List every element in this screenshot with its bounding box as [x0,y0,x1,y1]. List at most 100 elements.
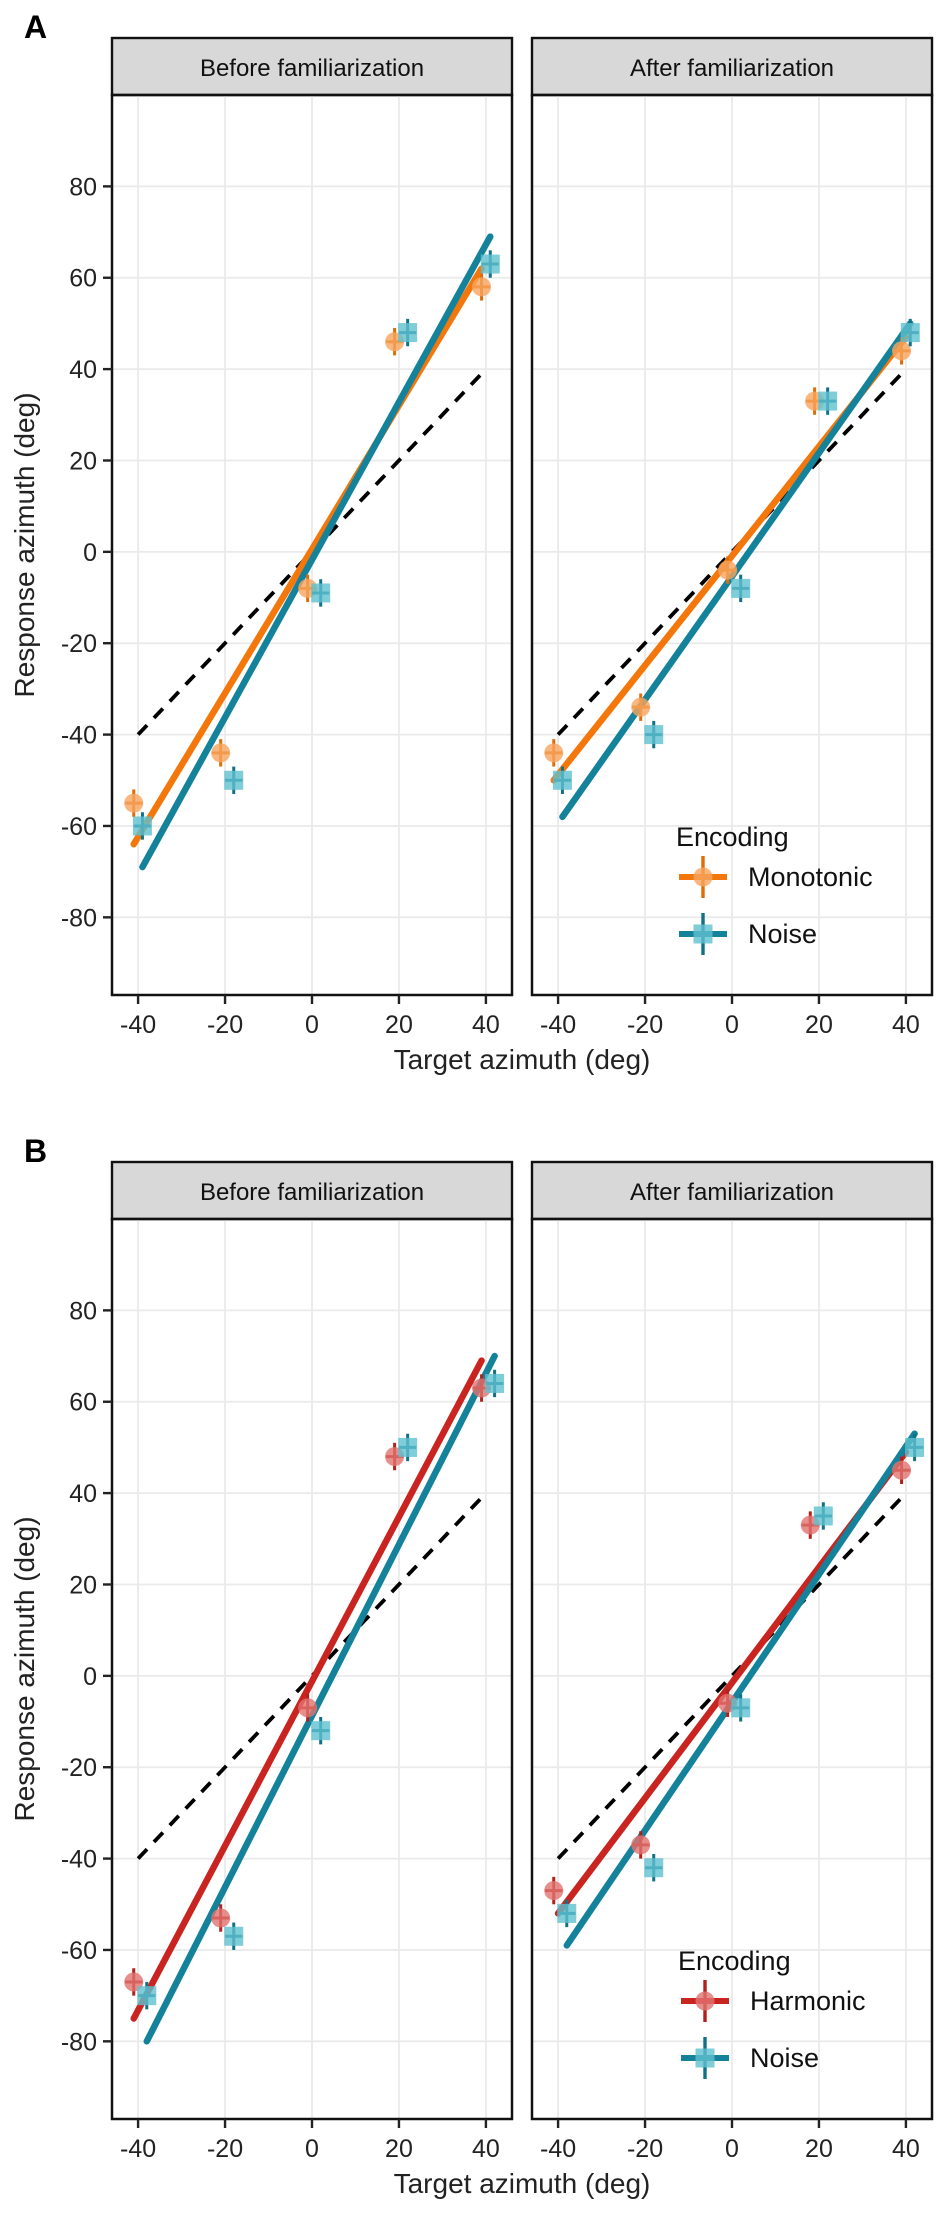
facet-strip-label: After familiarization [630,1179,834,1206]
legend-marker-square [695,2048,715,2068]
x-tick-label: -40 [120,2135,156,2163]
data-point-noise [224,770,244,790]
x-tick-label: 40 [472,2135,500,2163]
x-tick-label: 40 [472,1011,500,1039]
x-tick-label: 0 [725,1011,739,1039]
data-point-noise [813,1506,833,1526]
data-point-noise [731,578,751,598]
data-point-noise [398,1437,418,1457]
data-point-noise [311,583,331,603]
facet-strip [530,1160,934,1221]
x-tick-label: 20 [805,1011,833,1039]
data-point-monotonic [631,697,651,717]
y-axis-title: Response azimuth (deg) [9,1516,40,1821]
fit-line-harmonic [130,1357,485,2022]
y-tick-label: -80 [61,2028,97,2056]
x-tick-label: -40 [540,1011,576,1039]
identity-dashed-line [556,1491,908,1860]
fit-line-monotonic [130,265,485,848]
data-point-noise [905,1437,925,1457]
y-tick-label: -20 [61,630,97,658]
panel-letter: A [24,9,47,45]
data-point-harmonic [544,1881,564,1901]
facet-strip-label: Before familiarization [200,55,424,82]
y-tick-label: 80 [69,1297,97,1325]
identity-dashed-line [136,367,488,736]
y-tick-label: -60 [61,1937,97,1965]
facet-strip-label: Before familiarization [200,1179,424,1206]
legend-title: Encoding [678,1946,791,1976]
x-tick-label: -20 [627,1011,663,1039]
data-point-monotonic [124,793,144,813]
x-tick-label: -20 [627,2135,663,2163]
y-tick-label: 60 [69,1389,97,1417]
data-point-noise [311,1721,331,1741]
data-point-monotonic [892,341,912,361]
data-point-noise [552,770,572,790]
data-point-monotonic [544,743,564,763]
data-point-noise [644,725,664,745]
panel-B: B Before familiarization -40 -20 0 20 40 80 60 40… [9,1133,934,2199]
x-axis-title: Target azimuth (deg) [394,1044,651,1075]
facet-strip [530,36,934,97]
data-point-noise [818,391,838,411]
x-tick-label: 20 [385,2135,413,2163]
legend-key-noise [681,2037,729,2079]
legend: Encoding Monotonic Noise [676,822,873,955]
data-point-noise [644,1858,664,1878]
y-tick-label: 40 [69,356,97,384]
facet-after: After familiarization -40 -20 0 20 40 [530,36,934,1039]
data-point-harmonic [298,1698,318,1718]
x-tick-label: -40 [120,1011,156,1039]
data-point-noise [485,1373,505,1393]
data-point-monotonic [211,743,231,763]
y-tick-label: 60 [69,265,97,293]
data-point-noise [731,1698,751,1718]
y-tick-label: -40 [61,1846,97,1874]
facet-strip-label: After familiarization [630,55,834,82]
legend-key-monotonic [679,856,727,898]
y-axis-title: Response azimuth (deg) [9,392,40,697]
y-tick-label: 20 [69,1571,97,1599]
data-point-harmonic [892,1460,912,1480]
y-tick-label: 0 [83,539,97,567]
data-point-noise [224,1926,244,1946]
data-point-noise [398,323,418,343]
legend-marker-circle [693,867,713,887]
x-tick-label: 0 [725,2135,739,2163]
data-point-noise [900,323,920,343]
fit-line-noise [139,233,494,871]
y-tick-label: -60 [61,813,97,841]
facet-after: After familiarization -40 -20 0 20 40 [530,1160,934,2163]
identity-dashed-line [556,367,908,736]
data-point-noise [137,1986,157,2006]
facet-strip [110,1160,514,1221]
x-tick-label: 0 [305,1011,319,1039]
fit-line-noise [143,1352,498,2045]
y-tick-label: 0 [83,1663,97,1691]
legend-marker-square [693,924,713,944]
data-point-noise [557,1903,577,1923]
data-point-harmonic [211,1908,231,1928]
fit-line-noise [563,1430,918,1949]
x-tick-label: 20 [385,1011,413,1039]
x-tick-label: -20 [207,2135,243,2163]
data-point-noise [480,254,500,274]
legend: Encoding Harmonic Noise [678,1946,866,2079]
legend-label: Monotonic [748,862,873,892]
y-tick-label: -80 [61,904,97,932]
data-point-monotonic [472,277,492,297]
y-tick-label: -20 [61,1754,97,1782]
x-tick-label: 20 [805,2135,833,2163]
legend-key-noise [679,913,727,955]
x-tick-label: 40 [892,2135,920,2163]
x-tick-label: -20 [207,1011,243,1039]
y-tick-label: 80 [69,173,97,201]
data-point-harmonic [631,1835,651,1855]
legend-title: Encoding [676,822,789,852]
legend-key-harmonic [681,1980,729,2022]
y-tick-label: 20 [69,447,97,475]
legend-label: Noise [748,919,817,949]
